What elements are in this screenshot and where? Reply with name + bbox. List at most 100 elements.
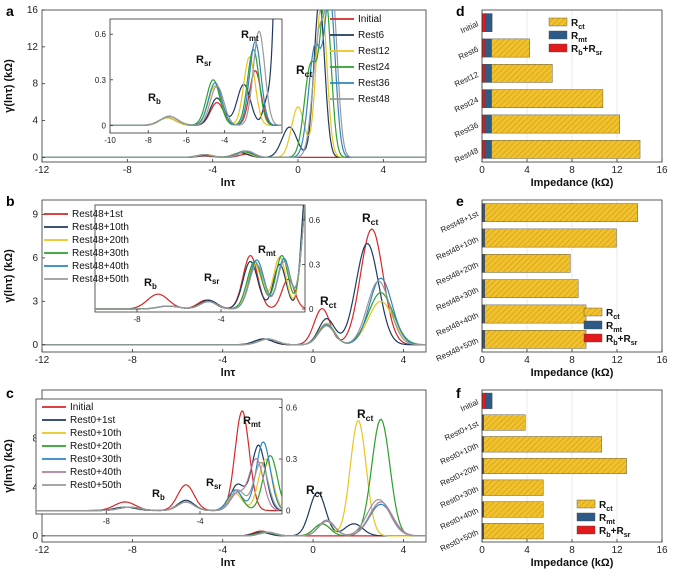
category-label: Rest48+1st: [439, 209, 480, 235]
bar-rb-rsr: [481, 392, 486, 409]
peak-label: Rct: [296, 63, 312, 79]
legend-label: Rest48+40th: [72, 261, 129, 272]
x-tick-label: 4: [524, 355, 530, 366]
legend-label: Rest48+1st: [72, 209, 123, 220]
legend-label: Rest0+50th: [70, 480, 121, 491]
legend-label-part: R: [571, 18, 579, 29]
legend-label: Rct: [571, 18, 585, 31]
legend-label: Rest0+30th: [70, 454, 121, 465]
y-tick-label: 12: [27, 42, 39, 53]
x-tick-label: 16: [656, 355, 668, 366]
legend-label: Rest48+10th: [72, 222, 129, 233]
legend-label: Rct: [599, 500, 613, 513]
x-tick-label: -8: [145, 136, 153, 145]
panel-letter: d: [456, 3, 465, 19]
x-tick-label: -2: [259, 136, 267, 145]
peak-label-part: ct: [371, 217, 379, 227]
bar-rct: [491, 64, 553, 83]
y-tick-label: 0.6: [286, 404, 298, 413]
legend-label-part: sr: [631, 338, 638, 347]
legend-swatch: [583, 307, 603, 317]
x-tick-label: 0: [295, 165, 301, 176]
bar-rb-rsr: [481, 114, 486, 134]
legend-label: Rmt: [606, 321, 623, 334]
inset-peak-label-part: mt: [249, 34, 259, 43]
y-tick-label: 6: [32, 253, 38, 264]
x-tick-label: 12: [611, 545, 623, 556]
inset-peak-label: Rmt: [241, 29, 259, 43]
peak-label-part: R: [296, 63, 305, 77]
bar-rct: [484, 304, 587, 324]
legend-label-part: ct: [606, 504, 613, 513]
inset-frame: [94, 204, 306, 313]
category-label: Rest0+30th: [439, 484, 480, 510]
inset-peak-label-part: R: [258, 244, 266, 256]
category-label: Rest0+10th: [439, 441, 480, 467]
bar-rct: [484, 254, 571, 273]
legend-label: Rest0+20th: [70, 441, 121, 452]
bar-rct: [484, 228, 617, 248]
legend-label-part: b: [613, 338, 618, 347]
y-axis-label: γ(lnτ) (kΩ): [3, 439, 15, 493]
bar-rct: [484, 279, 579, 298]
panel-letter: a: [6, 3, 14, 19]
bar-rb-rsr: [481, 38, 486, 58]
series-line-rest0-50th: [42, 498, 426, 537]
y-tick-label: 0: [286, 507, 291, 516]
x-tick-label: -4: [196, 517, 204, 526]
category-label: Rest48: [453, 146, 480, 165]
x-tick-label: 16: [656, 165, 668, 176]
bar-rct: [483, 523, 544, 540]
category-label: Rest48+40th: [435, 311, 480, 338]
peak-label-part: R: [357, 407, 366, 421]
legend-label: Rest6: [358, 30, 385, 41]
legend-label: Rest48+20th: [72, 235, 129, 246]
legend-label-part: R: [599, 526, 607, 537]
peak-label: Rct: [362, 211, 378, 227]
legend-label: Rct: [606, 308, 620, 321]
y-tick-label: 0: [32, 531, 38, 542]
y-tick-label: 0.3: [286, 455, 298, 464]
legend-label-part: ct: [613, 312, 620, 321]
category-label: Rest0+40th: [439, 506, 480, 532]
legend-label: Initial: [70, 402, 93, 413]
panel-letter: c: [6, 385, 14, 401]
inset-peak-label-part: R: [206, 477, 214, 489]
legend-label-part: b: [606, 530, 611, 539]
y-tick-label: 16: [27, 5, 39, 16]
x-tick-label: 16: [656, 545, 668, 556]
x-tick-label: -8: [128, 355, 137, 366]
inset-peak-label-part: R: [196, 54, 204, 66]
bar-rmt: [482, 279, 486, 298]
legend-swatch: [583, 333, 603, 343]
legend-label-part: sr: [624, 530, 631, 539]
legend-label-part: R: [571, 44, 579, 55]
y-tick-label: 4: [32, 116, 38, 127]
legend-label-part: R: [599, 513, 607, 524]
inset-peak-label-part: R: [144, 277, 152, 289]
category-label: Rest0+50th: [439, 528, 480, 554]
inset-peak-label-part: R: [152, 488, 160, 500]
legend-label-part: R: [571, 31, 579, 42]
inset-peak-label-part: b: [160, 493, 165, 502]
panel-a: a -12 -8 -4 0 4 0 4 8 12 16 lnτ γ(lnτ) (kΩ) -10 -8 -6 -4…: [3, 3, 427, 189]
legend-label: Rest24: [358, 62, 390, 73]
inset-peak-label-part: b: [152, 282, 157, 291]
inset-peak-label: Rsr: [204, 272, 219, 286]
peak-label-part: ct: [305, 69, 313, 79]
x-tick-label: -4: [217, 315, 225, 324]
category-label: Rest0+1st: [443, 419, 480, 443]
x-tick-label: 0: [479, 165, 485, 176]
legend-swatch: [548, 17, 568, 27]
legend-label: Rest36: [358, 78, 390, 89]
x-tick-label: -8: [123, 165, 132, 176]
legend-swatch: [576, 512, 596, 522]
legend-label-part: +R: [583, 44, 597, 55]
bar-rmt: [482, 330, 486, 349]
bar-rmt: [482, 228, 486, 248]
panel-letter: b: [6, 193, 15, 209]
peak-label-part: ct: [329, 300, 337, 310]
x-tick-label: 4: [401, 355, 407, 366]
peak-label-part: R: [320, 294, 329, 308]
category-label: Initial: [459, 19, 480, 35]
